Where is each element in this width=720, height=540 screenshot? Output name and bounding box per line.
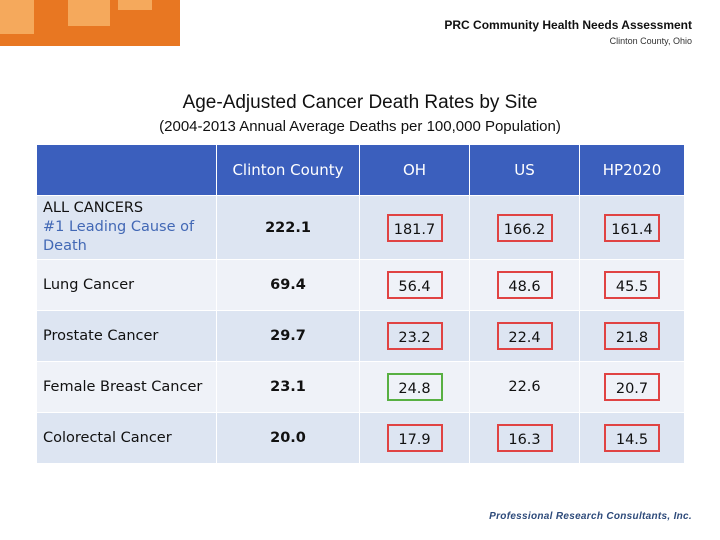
row-label-text: ALL CANCERS — [43, 200, 144, 216]
logo-square-1 — [0, 0, 34, 34]
row-label: Lung Cancer — [36, 259, 217, 311]
oh-value: 17.9 — [386, 424, 443, 452]
hp2020-cell: 45.5 — [579, 259, 685, 311]
table-row: Lung Cancer 69.4 56.4 48.6 45.5 — [36, 259, 685, 311]
hp2020-value: 20.7 — [604, 373, 660, 401]
report-title: PRC Community Health Needs Assessment — [444, 18, 692, 32]
oh-cell: 17.9 — [359, 412, 470, 464]
hp2020-cell: 14.5 — [579, 412, 685, 464]
us-cell: 166.2 — [469, 195, 580, 260]
row-label: Prostate Cancer — [36, 310, 217, 362]
clinton-value: 222.1 — [216, 195, 360, 260]
table-row: Prostate Cancer 29.7 23.2 22.4 21.8 — [36, 310, 685, 362]
us-cell: 48.6 — [469, 259, 580, 311]
hp2020-cell: 161.4 — [579, 195, 685, 260]
oh-value: 24.8 — [386, 373, 443, 401]
oh-cell: 181.7 — [359, 195, 470, 260]
brand-logo-block — [0, 0, 180, 46]
us-cell: 16.3 — [469, 412, 580, 464]
hp2020-value: 21.8 — [604, 322, 660, 350]
company-logo-text: Professional Research Consultants, Inc. — [489, 511, 692, 522]
oh-value: 23.2 — [386, 322, 443, 350]
slide-title: Age-Adjusted Cancer Death Rates by Site — [182, 92, 538, 113]
hp2020-value: 14.5 — [604, 424, 660, 452]
us-value: 22.6 — [469, 361, 580, 413]
oh-value: 181.7 — [386, 213, 443, 242]
table-row: Female Breast Cancer 23.1 24.8 22.6 20.7 — [36, 361, 685, 413]
us-value: 22.4 — [496, 322, 553, 350]
clinton-value: 23.1 — [216, 361, 360, 413]
logo-square-2 — [68, 0, 110, 26]
table-row: ALL CANCERS #1 Leading Cause of Death 22… — [36, 195, 685, 260]
us-value: 48.6 — [496, 271, 553, 299]
clinton-value: 69.4 — [216, 259, 360, 311]
hp2020-cell: 21.8 — [579, 310, 685, 362]
header-clinton-county: Clinton County — [216, 144, 360, 196]
clinton-value: 20.0 — [216, 412, 360, 464]
row-label: Colorectal Cancer — [36, 412, 217, 464]
hp2020-cell: 20.7 — [579, 361, 685, 413]
oh-cell: 24.8 — [359, 361, 470, 413]
slide-subtitle: (2004-2013 Annual Average Deaths per 100… — [159, 118, 561, 135]
row-label: ALL CANCERS #1 Leading Cause of Death — [36, 195, 217, 260]
table-row: Colorectal Cancer 20.0 17.9 16.3 14.5 — [36, 412, 685, 464]
logo-square-3 — [118, 0, 152, 10]
table-header-row: Clinton County OH US HP2020 — [36, 144, 685, 196]
oh-cell: 23.2 — [359, 310, 470, 362]
hp2020-value: 161.4 — [604, 213, 660, 242]
us-cell: 22.4 — [469, 310, 580, 362]
hp2020-value: 45.5 — [604, 271, 660, 299]
header-blank-cell — [36, 144, 217, 196]
us-value: 16.3 — [496, 424, 553, 452]
us-value: 166.2 — [496, 213, 553, 242]
row-label: Female Breast Cancer — [36, 361, 217, 413]
header-hp2020: HP2020 — [579, 144, 685, 196]
header-us: US — [469, 144, 580, 196]
cancer-death-rates-table: Clinton County OH US HP2020 ALL CANCERS … — [36, 144, 685, 464]
report-location: Clinton County, Ohio — [609, 36, 692, 46]
clinton-value: 29.7 — [216, 310, 360, 362]
oh-value: 56.4 — [386, 271, 443, 299]
row-sublabel: #1 Leading Cause of Death — [43, 219, 195, 254]
oh-cell: 56.4 — [359, 259, 470, 311]
header-oh: OH — [359, 144, 470, 196]
